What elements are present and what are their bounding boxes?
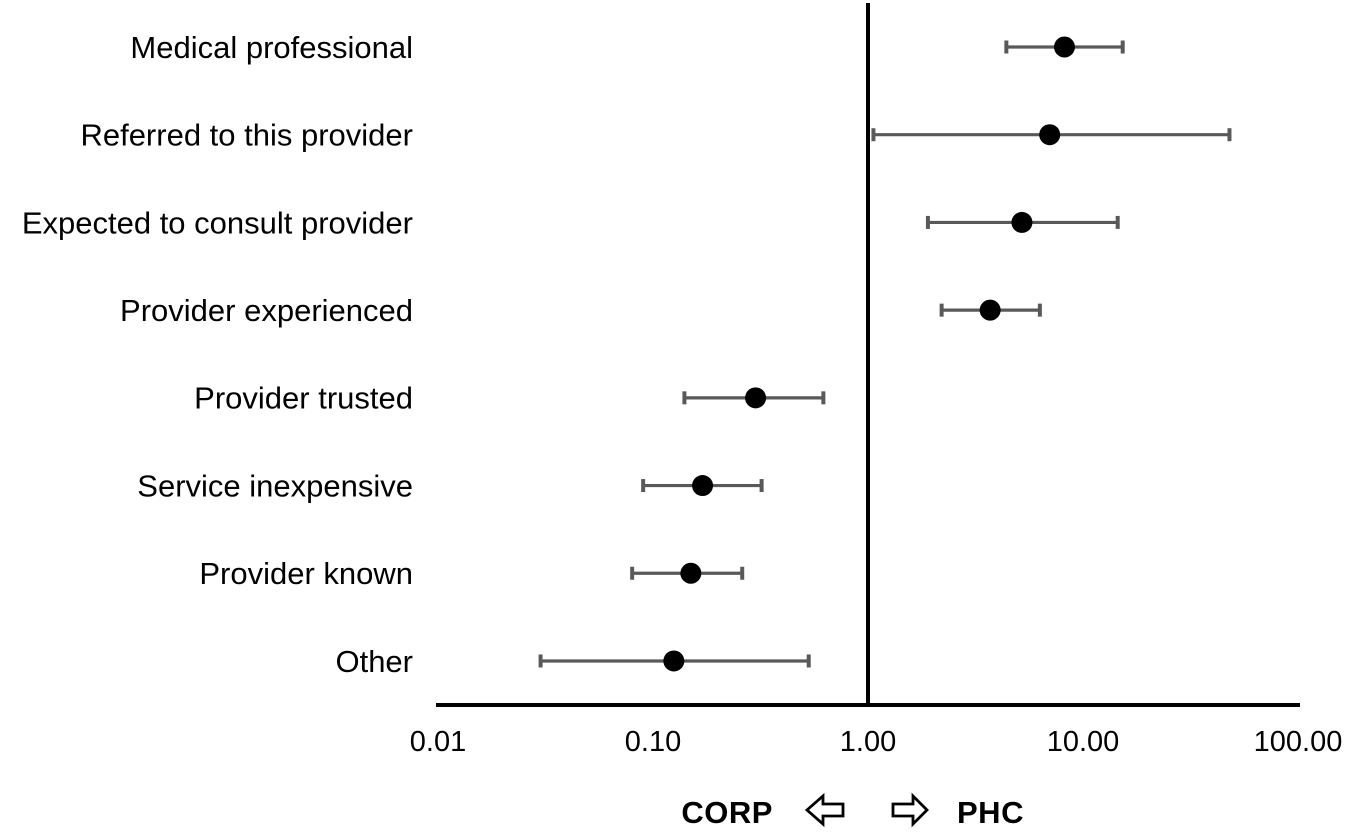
footer-right-label: PHC <box>957 795 1024 830</box>
category-label: Provider known <box>199 556 413 591</box>
error-bar-group <box>630 562 745 584</box>
point-estimate-marker <box>680 562 702 584</box>
point-estimate-marker <box>1011 211 1033 233</box>
category-label: Provider trusted <box>194 381 413 416</box>
right-arrow-icon <box>891 792 929 828</box>
x-tick-label: 1.00 <box>840 726 896 758</box>
error-bar-group <box>538 650 811 672</box>
category-label: Expected to consult provider <box>22 205 413 240</box>
point-estimate-marker <box>979 299 1001 321</box>
category-label: Medical professional <box>130 30 413 65</box>
x-tick-label: 100.00 <box>1254 726 1343 758</box>
left-arrow-icon <box>804 792 845 828</box>
error-bar-group <box>939 299 1042 321</box>
x-tick-label: 10.00 <box>1047 726 1120 758</box>
error-bar-group <box>1004 36 1125 58</box>
point-estimate-marker <box>692 475 714 497</box>
error-bar-group <box>682 387 826 409</box>
error-bar-group <box>925 211 1120 233</box>
error-bar-group <box>641 475 764 497</box>
category-label: Service inexpensive <box>137 468 413 503</box>
category-label: Provider experienced <box>120 293 413 328</box>
point-estimate-marker <box>745 387 767 409</box>
point-estimate-marker <box>663 650 685 672</box>
x-tick-label: 0.01 <box>410 726 466 758</box>
footer-left-label: CORP <box>681 795 773 830</box>
error-bar-group <box>871 124 1232 146</box>
category-label: Other <box>335 644 413 679</box>
category-label: Referred to this provider <box>80 118 413 153</box>
point-estimate-marker <box>1053 36 1075 58</box>
x-tick-label: 0.10 <box>625 726 681 758</box>
point-estimate-marker <box>1039 124 1061 146</box>
